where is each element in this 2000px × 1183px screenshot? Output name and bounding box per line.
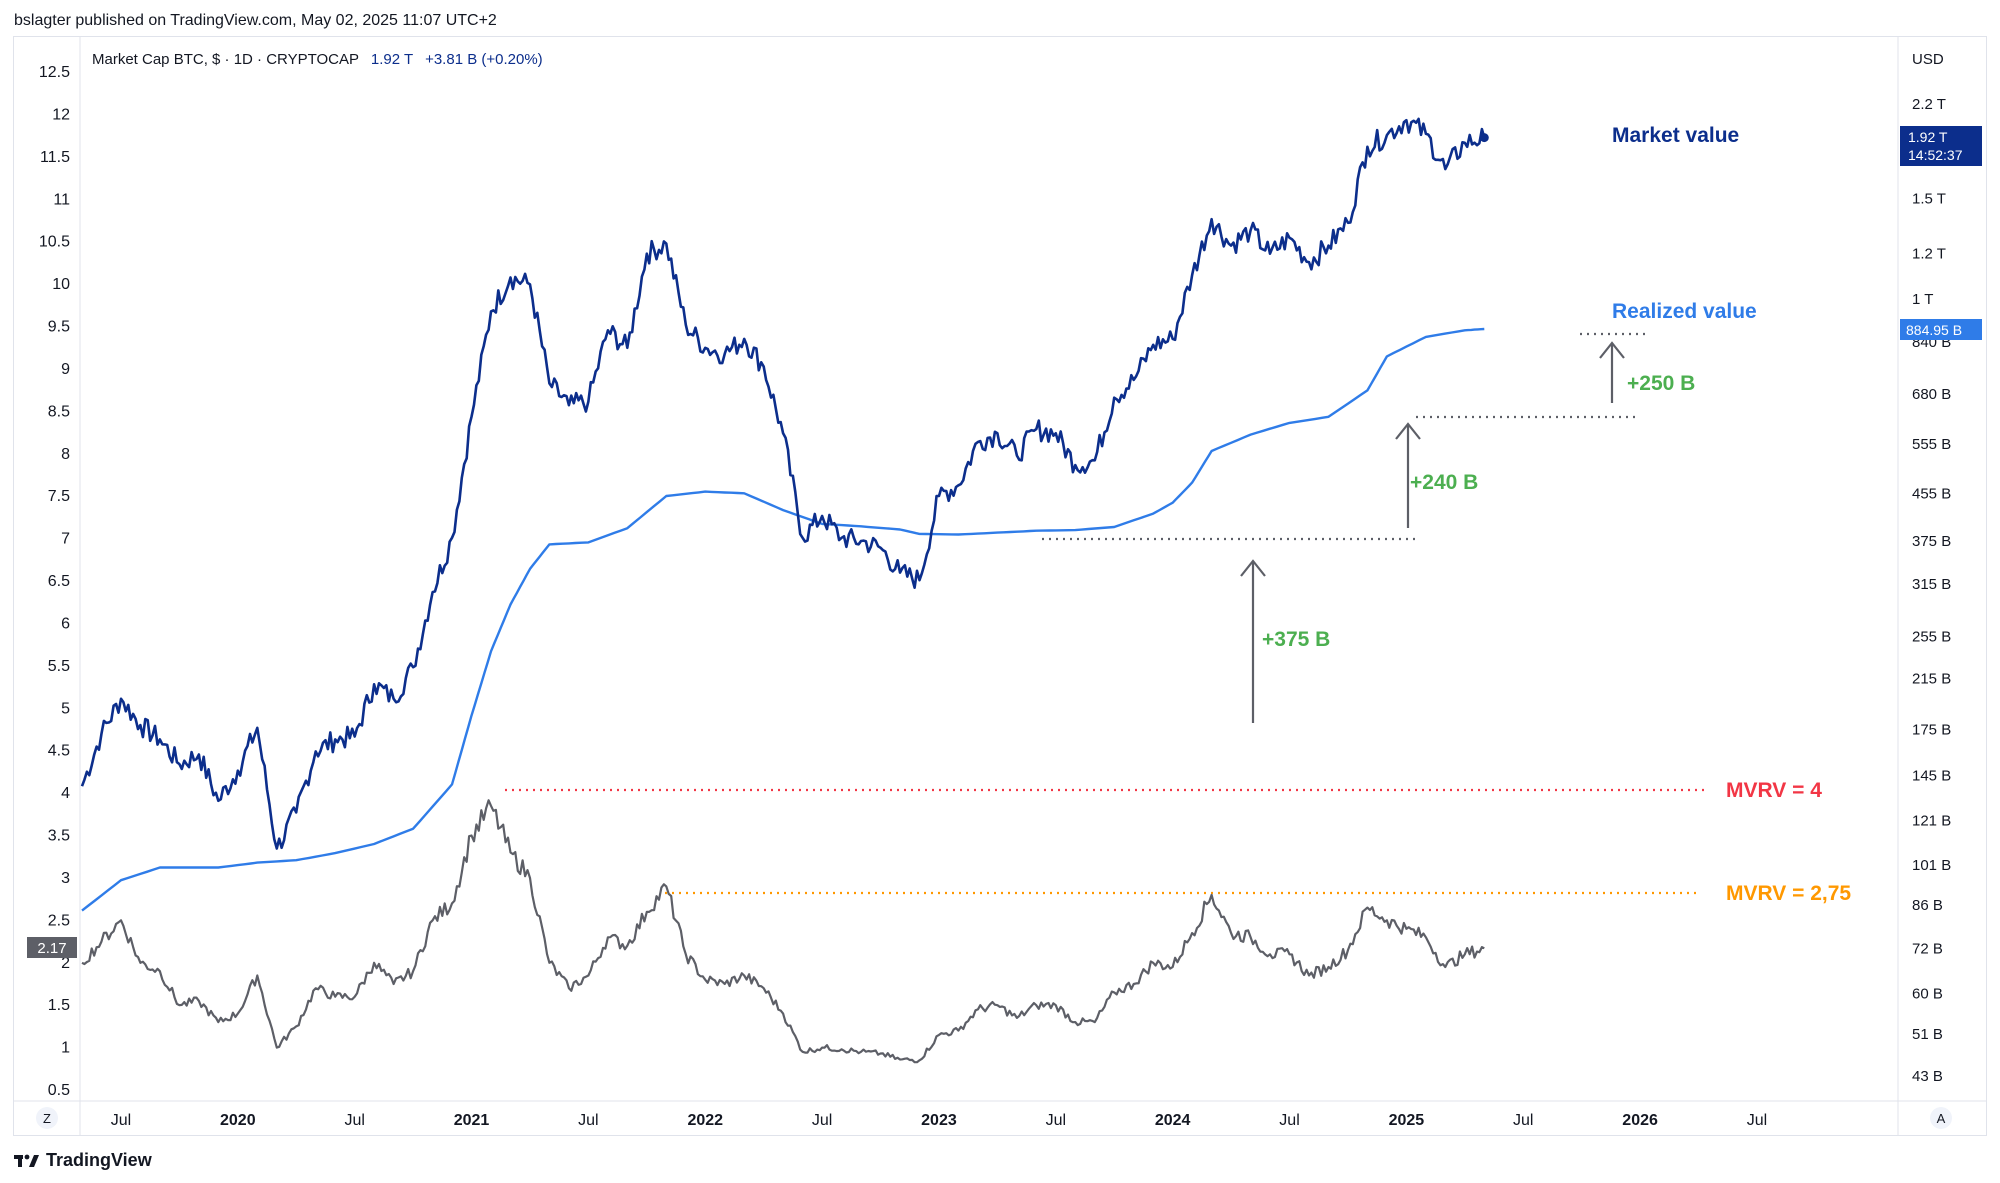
left-tick-label: 0.5 xyxy=(48,1082,70,1099)
market-value-label: Market value xyxy=(1612,124,1739,147)
left-tick-label: 8.5 xyxy=(48,403,70,420)
right-tick-label: 101 B xyxy=(1912,857,1951,874)
left-tick-label: 2.5 xyxy=(48,912,70,929)
x-tick-label: 2023 xyxy=(921,1112,957,1129)
left-scale-button[interactable]: Z xyxy=(36,1107,58,1129)
tradingview-logo-icon xyxy=(14,1154,39,1167)
x-tick-label: Jul xyxy=(344,1112,364,1129)
right-tick-label: 255 B xyxy=(1912,628,1951,645)
mvrv-line xyxy=(81,799,1485,1064)
right-tick-label: 555 B xyxy=(1912,436,1951,453)
right-tick-label: 121 B xyxy=(1912,812,1951,829)
right-tick-label: 60 B xyxy=(1912,986,1943,1003)
right-tick-label: 1.2 T xyxy=(1912,246,1946,263)
right-tick-label: 51 B xyxy=(1912,1026,1943,1043)
right-tick-label: 315 B xyxy=(1912,576,1951,593)
right-tick-label: 375 B xyxy=(1912,533,1951,550)
realized-value-line xyxy=(81,327,1485,912)
right-tick-label: 175 B xyxy=(1912,721,1951,738)
x-tick-label: Jul xyxy=(812,1112,832,1129)
chart-legend: Market Cap BTC, $ · 1D · CRYPTOCAP 1.92 … xyxy=(92,51,543,68)
left-tick-label: 2 xyxy=(61,955,70,972)
x-tick-label: Jul xyxy=(111,1112,131,1129)
left-tick-label: 6.5 xyxy=(48,573,70,590)
left-tick-label: 9 xyxy=(61,361,70,378)
left-tick-label: 9.5 xyxy=(48,319,70,336)
right-tick-label: 43 B xyxy=(1912,1068,1943,1085)
right-tick-label: 1 T xyxy=(1912,291,1933,308)
svg-text:2.17: 2.17 xyxy=(37,940,66,957)
chart-frame xyxy=(13,36,1987,1136)
left-tick-label: 10 xyxy=(52,276,70,293)
left-tick-label: 12.5 xyxy=(39,64,70,81)
left-tick-label: 4.5 xyxy=(48,743,70,760)
left-tick-label: 4 xyxy=(61,785,70,802)
arrow-240 xyxy=(1395,422,1421,528)
left-tick-label: 12 xyxy=(52,106,70,123)
right-tick-label: 215 B xyxy=(1912,670,1951,687)
left-tick-label: 1.5 xyxy=(48,997,70,1014)
arrow-250 xyxy=(1599,341,1625,403)
svg-text:884.95 B: 884.95 B xyxy=(1906,322,1962,338)
realized-value-label: Realized value xyxy=(1612,300,1757,323)
x-tick-label: Jul xyxy=(1279,1112,1299,1129)
left-tick-label: 10.5 xyxy=(39,234,70,251)
x-tick-label: Jul xyxy=(578,1112,598,1129)
left-tick-label: 7.5 xyxy=(48,488,70,505)
x-tick-label: Jul xyxy=(1747,1112,1767,1129)
x-tick-label: Jul xyxy=(1513,1112,1533,1129)
right-tick-label: 2.2 T xyxy=(1912,96,1946,113)
x-tick-label: 2026 xyxy=(1622,1112,1658,1129)
left-tick-label: 11 xyxy=(53,191,70,208)
right-tick-label: 455 B xyxy=(1912,485,1951,502)
legend-symbol: Market Cap BTC, $ · 1D · CRYPTOCAP xyxy=(92,51,359,68)
right-tick-label: 86 B xyxy=(1912,897,1943,914)
left-tick-label: 6 xyxy=(61,615,70,632)
right-tick-label: 680 B xyxy=(1912,386,1951,403)
x-tick-label: 2024 xyxy=(1155,1112,1191,1129)
left-tick-label: 3.5 xyxy=(48,828,70,845)
left-tick-label: 11.5 xyxy=(40,149,70,166)
market-value-line xyxy=(80,117,1486,850)
market-price-tag: 1.92 T 14:52:37 xyxy=(1900,126,1982,166)
left-tick-label: 3 xyxy=(61,870,70,887)
left-tick-label: 5 xyxy=(61,700,70,717)
left-tick-label: 1 xyxy=(61,1040,70,1057)
gain-250-label: +250 B xyxy=(1627,372,1695,395)
publish-line: bslagter published on TradingView.com, M… xyxy=(14,12,497,29)
realized-price-tag: 884.95 B xyxy=(1900,319,1982,340)
arrow-375 xyxy=(1240,559,1266,723)
svg-text:14:52:37: 14:52:37 xyxy=(1908,147,1963,163)
x-tick-label: 2025 xyxy=(1389,1112,1425,1129)
svg-text:1.92 T: 1.92 T xyxy=(1908,129,1948,145)
right-tick-label: 145 B xyxy=(1912,768,1951,785)
x-tick-label: 2022 xyxy=(687,1112,723,1129)
brand-name: TradingView xyxy=(46,1150,152,1170)
tradingview-brand[interactable]: TradingView xyxy=(14,1150,152,1171)
left-tick-label: 5.5 xyxy=(48,658,70,675)
legend-last: 1.92 T xyxy=(371,51,413,68)
gain-240-label: +240 B xyxy=(1410,471,1478,494)
left-tick-label: 7 xyxy=(61,531,70,548)
x-tick-label: 2020 xyxy=(220,1112,256,1129)
right-tick-label: 72 B xyxy=(1912,941,1943,958)
mvrv4-label: MVRV = 4 xyxy=(1726,779,1822,802)
svg-text:A: A xyxy=(1937,1111,1946,1126)
market-last-point xyxy=(1479,133,1489,143)
mvrv-value-tag: 2.17 xyxy=(27,937,77,958)
right-scale-button[interactable]: A xyxy=(1930,1107,1952,1129)
x-tick-label: Jul xyxy=(1046,1112,1066,1129)
legend-change: +3.81 B (+0.20%) xyxy=(425,51,543,68)
gain-375-label: +375 B xyxy=(1262,628,1330,651)
svg-text:Z: Z xyxy=(43,1111,51,1126)
right-tick-label: 1.5 T xyxy=(1912,191,1946,208)
left-tick-label: 8 xyxy=(61,446,70,463)
x-tick-label: 2021 xyxy=(454,1112,490,1129)
mvrv275-label: MVRV = 2,75 xyxy=(1726,882,1851,905)
currency-label: USD xyxy=(1912,51,1944,68)
